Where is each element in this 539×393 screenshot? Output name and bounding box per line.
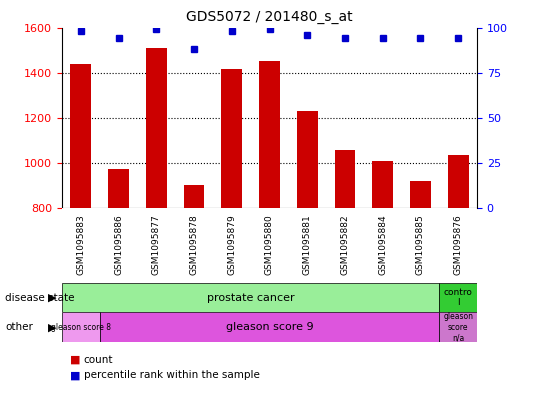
Bar — [372, 161, 393, 208]
Text: ■: ■ — [70, 354, 80, 365]
Text: GDS5072 / 201480_s_at: GDS5072 / 201480_s_at — [186, 10, 353, 24]
Text: GSM1095878: GSM1095878 — [190, 214, 198, 275]
Bar — [108, 169, 129, 208]
Text: disease state: disease state — [5, 293, 75, 303]
Text: GSM1095886: GSM1095886 — [114, 214, 123, 275]
Bar — [184, 185, 204, 208]
Text: GSM1095884: GSM1095884 — [378, 214, 387, 275]
Text: percentile rank within the sample: percentile rank within the sample — [84, 370, 259, 380]
Text: GSM1095882: GSM1095882 — [341, 214, 349, 275]
Bar — [146, 48, 167, 208]
Text: prostate cancer: prostate cancer — [207, 293, 294, 303]
Text: count: count — [84, 354, 113, 365]
Text: ▶: ▶ — [48, 293, 57, 303]
Bar — [100, 312, 439, 342]
Bar — [439, 312, 477, 342]
Text: GSM1095879: GSM1095879 — [227, 214, 236, 275]
Bar — [335, 149, 355, 208]
Bar — [439, 283, 477, 312]
Bar — [297, 111, 317, 208]
Bar — [410, 181, 431, 208]
Text: GSM1095883: GSM1095883 — [77, 214, 85, 275]
Text: GSM1095877: GSM1095877 — [152, 214, 161, 275]
Text: ▶: ▶ — [48, 322, 57, 332]
Text: gleason score 8: gleason score 8 — [51, 323, 111, 332]
Text: GSM1095876: GSM1095876 — [454, 214, 462, 275]
Text: GSM1095880: GSM1095880 — [265, 214, 274, 275]
Bar — [259, 61, 280, 208]
Text: gleason
score
n/a: gleason score n/a — [443, 312, 473, 342]
Bar — [222, 69, 242, 208]
Bar — [71, 64, 91, 208]
Text: GSM1095881: GSM1095881 — [303, 214, 312, 275]
Text: other: other — [5, 322, 33, 332]
Bar — [62, 312, 100, 342]
Text: ■: ■ — [70, 370, 80, 380]
Bar — [448, 155, 468, 208]
Text: gleason score 9: gleason score 9 — [226, 322, 313, 332]
Text: contro
l: contro l — [444, 288, 473, 307]
Text: GSM1095885: GSM1095885 — [416, 214, 425, 275]
